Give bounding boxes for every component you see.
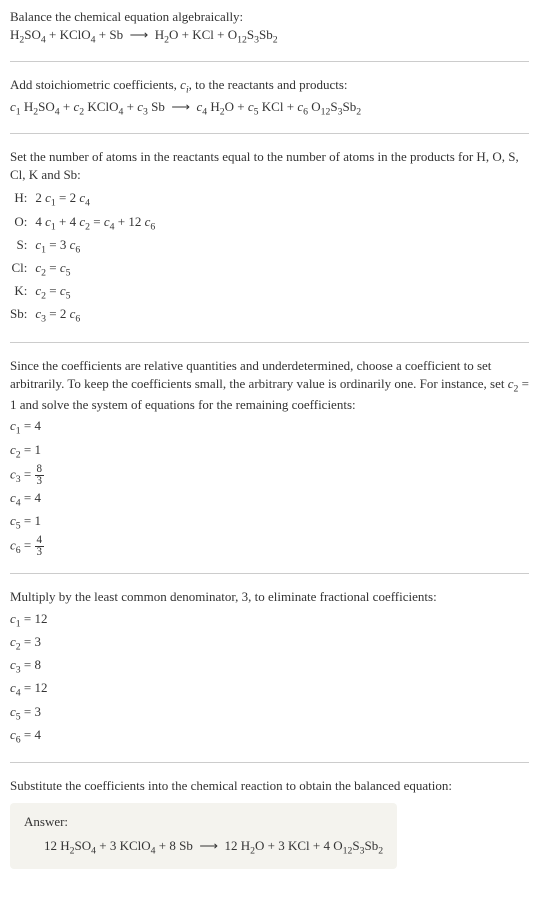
atom-row: K:c2 = c5	[10, 281, 161, 304]
atom-row: O:4 c1 + 4 c2 = c4 + 12 c6	[10, 212, 161, 235]
atom-element: O:	[10, 212, 35, 235]
atom-element: S:	[10, 235, 35, 258]
atom-element: K:	[10, 281, 35, 304]
coeff-item: c3 = 8	[10, 655, 529, 678]
atom-equation: c3 = 2 c6	[35, 304, 161, 327]
atom-equation: c2 = c5	[35, 258, 161, 281]
atom-element: H:	[10, 188, 35, 211]
relative-heading: Since the coefficients are relative quan…	[10, 357, 529, 415]
atom-equation: 2 c1 = 2 c4	[35, 188, 161, 211]
coeff-item: c2 = 3	[10, 632, 529, 655]
coeff-item: c5 = 3	[10, 702, 529, 725]
atom-equation: c1 = 3 c6	[35, 235, 161, 258]
coeff-item: c4 = 12	[10, 678, 529, 701]
coeff-item: c2 = 1	[10, 440, 529, 463]
atom-element: Cl:	[10, 258, 35, 281]
stoich-heading: Add stoichiometric coefficients, ci, to …	[10, 76, 529, 97]
atoms-section: Set the number of atoms in the reactants…	[10, 148, 529, 328]
atoms-table: H:2 c1 = 2 c4O:4 c1 + 4 c2 = c4 + 12 c6S…	[10, 188, 161, 327]
relative-section: Since the coefficients are relative quan…	[10, 357, 529, 560]
atom-row: Sb:c3 = 2 c6	[10, 304, 161, 327]
stoich-section: Add stoichiometric coefficients, ci, to …	[10, 76, 529, 118]
atom-row: Cl:c2 = c5	[10, 258, 161, 281]
atoms-heading: Set the number of atoms in the reactants…	[10, 148, 529, 184]
divider	[10, 762, 529, 763]
coeff-item: c5 = 1	[10, 511, 529, 534]
atom-equation: c2 = c5	[35, 281, 161, 304]
coeff-item: c4 = 4	[10, 488, 529, 511]
intro-heading: Balance the chemical equation algebraica…	[10, 8, 529, 26]
coeff-item: c1 = 4	[10, 416, 529, 439]
coeff-item: c3 = 83	[10, 463, 529, 488]
atom-element: Sb:	[10, 304, 35, 327]
coeff-item: c1 = 12	[10, 609, 529, 632]
atom-row: S:c1 = 3 c6	[10, 235, 161, 258]
coeff-item: c6 = 43	[10, 534, 529, 559]
answer-label: Answer:	[24, 813, 383, 831]
substitute-heading: Substitute the coefficients into the che…	[10, 777, 529, 795]
atoms-tbody: H:2 c1 = 2 c4O:4 c1 + 4 c2 = c4 + 12 c6S…	[10, 188, 161, 327]
intro-section: Balance the chemical equation algebraica…	[10, 8, 529, 47]
atom-row: H:2 c1 = 2 c4	[10, 188, 161, 211]
relative-coeffs: c1 = 4c2 = 1c3 = 83c4 = 4c5 = 1c6 = 43	[10, 416, 529, 559]
multiply-heading: Multiply by the least common denominator…	[10, 588, 529, 606]
multiply-section: Multiply by the least common denominator…	[10, 588, 529, 748]
atom-equation: 4 c1 + 4 c2 = c4 + 12 c6	[35, 212, 161, 235]
divider	[10, 342, 529, 343]
intro-equation: H2SO4 + KClO4 + Sb ⟶ H2O + KCl + O12S3Sb…	[10, 26, 529, 47]
divider	[10, 61, 529, 62]
multiply-coeffs: c1 = 12c2 = 3c3 = 8c4 = 12c5 = 3c6 = 4	[10, 609, 529, 748]
answer-equation: 12 H2SO4 + 3 KClO4 + 8 Sb ⟶ 12 H2O + 3 K…	[24, 837, 383, 858]
coeff-item: c6 = 4	[10, 725, 529, 748]
divider	[10, 573, 529, 574]
divider	[10, 133, 529, 134]
answer-box: Answer: 12 H2SO4 + 3 KClO4 + 8 Sb ⟶ 12 H…	[10, 803, 397, 868]
substitute-section: Substitute the coefficients into the che…	[10, 777, 529, 795]
stoich-equation: c1 H2SO4 + c2 KClO4 + c3 Sb ⟶ c4 H2O + c…	[10, 98, 529, 119]
